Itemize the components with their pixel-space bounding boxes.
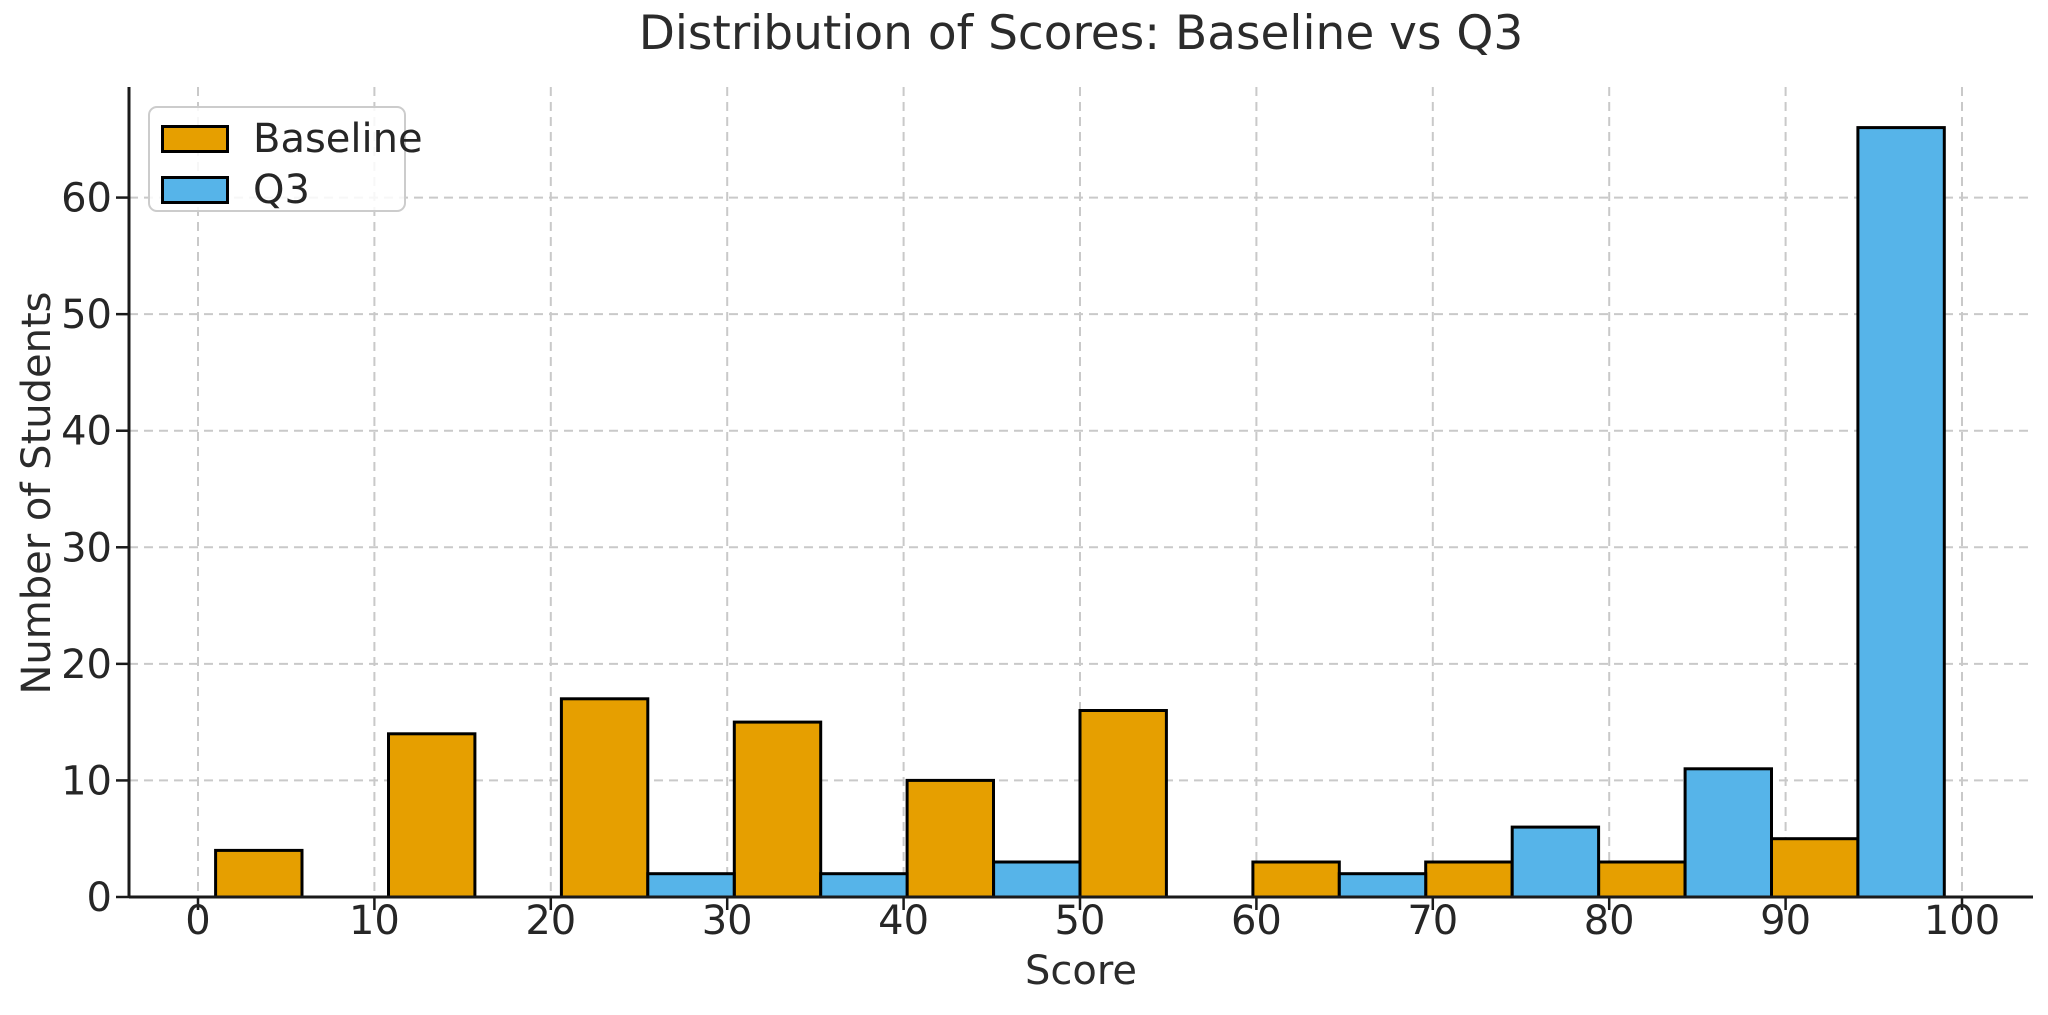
legend-item-q3: Q3 [161, 170, 310, 210]
legend-item-baseline: Baseline [161, 119, 423, 159]
bar-q3-bin-2 [646, 872, 736, 899]
x-tick-label-30: 30 [702, 898, 753, 944]
bar-q3-bin-4 [992, 860, 1082, 899]
bar-baseline-bin-8 [1597, 860, 1687, 899]
x-tick-label-40: 40 [878, 898, 929, 944]
bar-baseline-bin-9 [1770, 837, 1860, 899]
bars [214, 126, 1946, 899]
bar-q3-bin-7 [1510, 825, 1601, 899]
x-tick-label-0: 0 [185, 898, 210, 944]
bar-q3-bin-9 [1856, 126, 1946, 899]
bar-baseline-bin-4 [905, 778, 995, 899]
x-tick-label-70: 70 [1407, 898, 1458, 944]
y-tick-label-40: 40 [61, 409, 112, 455]
x-tick-label-50: 50 [1055, 898, 1106, 944]
x-tick-label-60: 60 [1231, 898, 1282, 944]
bar-baseline-bin-3 [732, 720, 823, 899]
y-tick-label-0: 0 [87, 875, 112, 921]
x-axis-label: Score [1024, 948, 1138, 994]
x-tick-label-20: 20 [525, 898, 576, 944]
bar-baseline-bin-6 [1251, 860, 1341, 899]
legend-label-baseline: Baseline [253, 116, 423, 162]
bar-q3-bin-3 [819, 872, 909, 899]
x-tick-label-100: 100 [1924, 898, 2000, 944]
bar-baseline-bin-1 [387, 732, 477, 899]
y-tick-label-60: 60 [61, 176, 112, 222]
legend-label-q3: Q3 [253, 167, 310, 213]
y-tick-label-20: 20 [61, 642, 112, 688]
y-tick-label-10: 10 [61, 758, 112, 804]
y-axis-label: Number of Students [14, 291, 60, 695]
y-tick-label-30: 30 [61, 525, 112, 571]
x-tick-label-80: 80 [1584, 898, 1635, 944]
legend: Baseline Q3 [148, 106, 423, 212]
bar-baseline-bin-0 [214, 848, 304, 899]
legend-swatch-baseline [161, 125, 229, 153]
bar-q3-bin-6 [1337, 872, 1428, 899]
y-tick-label-50: 50 [61, 292, 112, 338]
bar-baseline-bin-7 [1424, 860, 1514, 899]
bar-q3-bin-8 [1683, 767, 1773, 899]
chart-title: Distribution of Scores: Baseline vs Q3 [638, 6, 1524, 61]
x-tick-label-90: 90 [1760, 898, 1811, 944]
bar-baseline-bin-5 [1078, 709, 1168, 899]
legend-swatch-q3 [161, 176, 229, 204]
tick-labels: 0 10 20 30 40 50 60 70 80 90 100 0 10 20 30 40 50 60 [61, 176, 2000, 944]
tick-marks [116, 196, 1964, 910]
x-tick-label-10: 10 [349, 898, 400, 944]
bar-baseline-bin-2 [559, 697, 650, 899]
